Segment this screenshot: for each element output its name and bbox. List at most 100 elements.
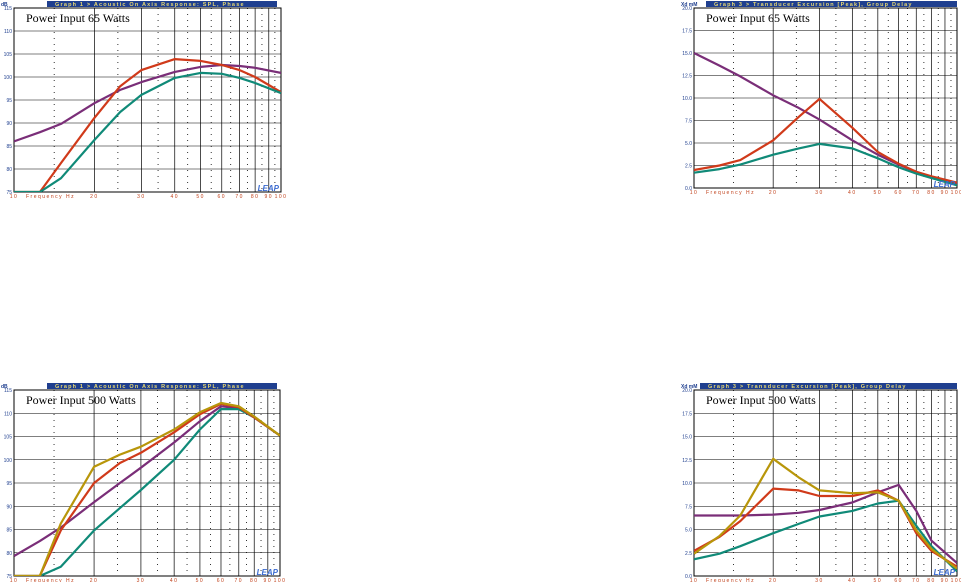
y-tick-label: 100 xyxy=(4,458,13,464)
series-line xyxy=(694,457,957,570)
x-tick-label: 50 xyxy=(874,190,883,196)
x-tick-label: 50 xyxy=(196,578,205,582)
annotation: Power Input 500 Watts xyxy=(26,393,136,407)
y-tick-label: 90 xyxy=(6,121,12,127)
y-tick-label: 80 xyxy=(6,551,12,557)
series-line xyxy=(14,408,280,576)
chart-panel: Graph 3 > Transducer Excursion [Peak], G… xyxy=(681,1,961,196)
annotation: Power Input 65 Watts xyxy=(706,11,810,25)
x-tick-label: 40 xyxy=(170,578,179,582)
y-axis-label: Xd mM xyxy=(681,2,697,8)
header-bar xyxy=(47,383,277,389)
x-tick-label: 30 xyxy=(137,578,146,582)
watermark: LEAP xyxy=(258,184,280,193)
y-tick-label: 15.0 xyxy=(682,435,692,441)
header-bar xyxy=(706,1,957,7)
y-tick-label: 95 xyxy=(6,98,12,104)
series-line xyxy=(694,483,957,564)
x-tick-label: 40 xyxy=(848,190,857,196)
x-tick-label: 60 xyxy=(217,194,226,200)
y-tick-label: 12.5 xyxy=(682,458,692,464)
series-line xyxy=(14,401,280,576)
header-title: Graph 1 > Acoustic On Axis Response: SPL… xyxy=(55,2,245,8)
x-tick-label: 50 xyxy=(874,578,883,582)
watermark: LEAP xyxy=(257,568,279,577)
chart-panel: Graph 1 > Acoustic On Axis Response: SPL… xyxy=(1,1,286,200)
x-tick-label: 10 xyxy=(690,190,699,196)
y-tick-label: 20.0 xyxy=(682,388,692,394)
y-axis-label: Xd mM xyxy=(681,384,697,390)
y-tick-label: 95 xyxy=(6,481,12,487)
x-axis-label: Frequency Hz xyxy=(26,194,75,200)
x-tick-label: 30 xyxy=(137,194,146,200)
x-tick-label: 90 xyxy=(265,194,274,200)
x-tick-label: 70 xyxy=(912,578,921,582)
x-tick-label: 10 xyxy=(10,194,19,200)
series-line xyxy=(14,63,281,143)
x-tick-label: 60 xyxy=(894,578,903,582)
x-tick-label: 40 xyxy=(170,194,179,200)
x-tick-label: 60 xyxy=(894,190,903,196)
y-tick-label: 2.5 xyxy=(685,164,692,170)
watermark: LEAP xyxy=(934,568,956,577)
y-tick-label: 12.5 xyxy=(682,74,692,80)
x-tick-label: 40 xyxy=(848,578,857,582)
y-tick-label: 7.5 xyxy=(685,119,692,125)
y-tick-label: 105 xyxy=(4,52,13,58)
y-tick-label: 5.0 xyxy=(685,528,692,534)
series-line xyxy=(694,499,957,573)
y-tick-label: 100 xyxy=(4,75,13,81)
x-tick-label: 10 xyxy=(10,578,19,582)
x-tick-label: 20 xyxy=(90,578,99,582)
x-tick-label: 50 xyxy=(196,194,205,200)
x-tick-label: 10 xyxy=(690,578,699,582)
header-bar xyxy=(700,383,957,389)
x-tick-label: 80 xyxy=(251,194,260,200)
x-tick-label: 100 xyxy=(274,578,287,582)
y-axis-label: dB xyxy=(1,2,8,8)
x-tick-label: 30 xyxy=(815,578,824,582)
chart-panel: Graph 1 > Acoustic On Axis Response: SPL… xyxy=(1,383,287,582)
y-tick-label: 7.5 xyxy=(685,504,692,510)
y-tick-label: 10.0 xyxy=(682,481,692,487)
x-tick-label: 70 xyxy=(912,190,921,196)
series-line xyxy=(694,142,957,187)
x-tick-label: 80 xyxy=(927,578,936,582)
y-axis-label: dB xyxy=(1,384,8,390)
y-tick-label: 10.0 xyxy=(682,96,692,102)
x-tick-label: 90 xyxy=(941,578,950,582)
y-tick-label: 110 xyxy=(4,411,12,417)
series-line xyxy=(14,71,281,192)
header-bar xyxy=(47,1,277,7)
x-tick-label: 20 xyxy=(769,190,778,196)
x-axis-label: Frequency Hz xyxy=(706,578,755,582)
x-tick-label: 20 xyxy=(90,194,99,200)
y-tick-label: 15.0 xyxy=(682,51,692,57)
y-tick-label: 90 xyxy=(6,504,12,510)
series-line xyxy=(694,487,957,568)
watermark: LEAP xyxy=(934,180,956,189)
annotation: Power Input 500 Watts xyxy=(706,393,816,407)
y-tick-label: 20.0 xyxy=(682,6,692,12)
x-tick-label: 20 xyxy=(769,578,778,582)
y-tick-label: 75 xyxy=(6,574,12,580)
x-tick-label: 60 xyxy=(217,578,226,582)
annotation: Power Input 65 Watts xyxy=(26,11,130,25)
x-tick-label: 80 xyxy=(927,190,936,196)
y-tick-label: 80 xyxy=(6,167,12,173)
x-tick-label: 90 xyxy=(264,578,273,582)
y-tick-label: 0.0 xyxy=(685,574,692,580)
series-line xyxy=(694,97,957,184)
x-tick-label: 90 xyxy=(941,190,950,196)
x-axis-label: Frequency Hz xyxy=(706,190,755,196)
y-tick-label: 115 xyxy=(4,6,12,12)
header-title: Graph 1 > Acoustic On Axis Response: SPL… xyxy=(55,384,245,390)
y-tick-label: 0.0 xyxy=(685,186,692,192)
x-tick-label: 100 xyxy=(951,578,961,582)
x-tick-label: 70 xyxy=(235,578,244,582)
y-tick-label: 85 xyxy=(6,144,12,150)
x-tick-label: 30 xyxy=(815,190,824,196)
x-tick-label: 80 xyxy=(250,578,259,582)
y-tick-label: 75 xyxy=(6,190,12,196)
